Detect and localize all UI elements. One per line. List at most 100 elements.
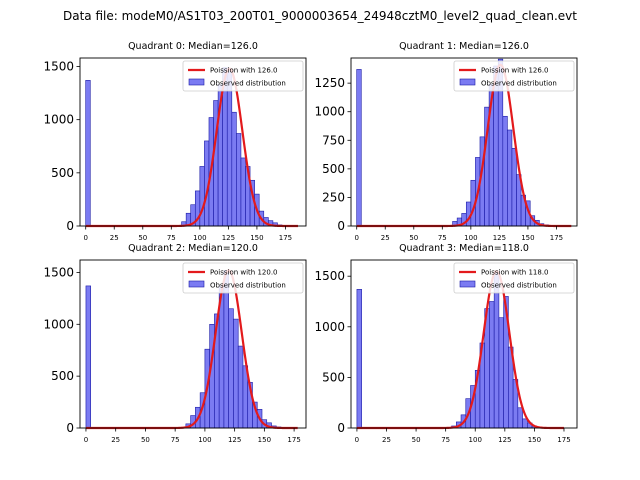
legend-swatch-observed <box>459 280 476 288</box>
subplot-quadrant-3: 0 25 50 75 100 125 150 175 0 500 1000 1500 Quadrant … <box>314 243 578 444</box>
x-tick-label: 175 <box>287 436 300 444</box>
legend-label-poisson: Poission with 120.0 <box>210 269 278 277</box>
x-tick-label: 125 <box>493 234 506 242</box>
x-tick-label: 175 <box>550 234 563 242</box>
histogram-bar <box>223 270 229 429</box>
x-tick-label: 150 <box>258 436 271 444</box>
histogram-bar <box>85 80 91 227</box>
y-tick-label: 500 <box>322 162 345 176</box>
histogram-bar <box>240 157 246 227</box>
histogram-bar <box>226 71 233 227</box>
x-tick-label: 175 <box>279 234 292 242</box>
figure-suptitle: Data file: modeM0/AS1T03_200T01_90000036… <box>63 9 577 23</box>
legend-box <box>453 60 575 92</box>
y-tick-label: 1500 <box>314 269 345 283</box>
histogram-bar <box>493 271 500 429</box>
subplot-title: Quadrant 3: Median=118.0 <box>399 243 529 254</box>
x-tick-label: 0 <box>355 436 359 444</box>
x-tick-label: 150 <box>528 436 541 444</box>
legend-label-observed: Observed distribution <box>481 282 557 290</box>
x-tick-label: 150 <box>250 234 263 242</box>
x-tick-label: 125 <box>222 234 235 242</box>
histogram-bar <box>237 345 244 429</box>
y-tick-label: 0 <box>337 421 345 435</box>
histogram-bar <box>511 147 517 227</box>
histogram-bar <box>233 318 239 429</box>
x-tick-label: 125 <box>498 436 511 444</box>
x-tick-label: 100 <box>469 436 482 444</box>
axes-frame <box>79 259 307 429</box>
x-tick-label: 75 <box>171 436 180 444</box>
histogram-bar <box>517 407 523 429</box>
y-tick-label: 500 <box>51 166 74 180</box>
legend-swatch-observed <box>188 78 205 86</box>
subplot-title: Quadrant 0: Median=126.0 <box>128 41 258 52</box>
axes-frame <box>79 57 307 227</box>
histogram-bar <box>356 69 362 227</box>
y-tick-label: 1000 <box>43 113 74 127</box>
legend-label-poisson: Poission with 118.0 <box>481 269 549 277</box>
histogram-bar <box>498 317 504 429</box>
x-tick-label: 100 <box>464 234 477 242</box>
axes-frame <box>350 259 578 429</box>
y-tick-label: 1500 <box>43 265 74 279</box>
y-tick-label: 750 <box>322 133 345 147</box>
x-tick-label: 50 <box>409 234 418 242</box>
histogram-bar <box>502 115 508 227</box>
x-tick-label: 25 <box>110 234 119 242</box>
y-tick-label: 500 <box>322 370 345 384</box>
histogram-bar <box>228 308 234 429</box>
legend-box <box>453 262 575 294</box>
histogram-bar <box>507 129 513 227</box>
y-tick-label: 0 <box>66 421 74 435</box>
legend-label-observed: Observed distribution <box>481 80 557 88</box>
histogram-bar <box>85 285 92 429</box>
y-tick-label: 1000 <box>43 317 74 331</box>
y-tick-label: 0 <box>66 219 74 233</box>
histogram-bar <box>356 289 362 429</box>
x-tick-label: 0 <box>84 436 88 444</box>
y-tick-label: 250 <box>322 190 345 204</box>
legend-label-poisson: Poission with 126.0 <box>481 67 549 75</box>
histogram-bar <box>489 301 495 429</box>
histogram-bar <box>236 133 242 227</box>
x-tick-label: 125 <box>228 436 241 444</box>
y-tick-label: 1000 <box>314 105 345 119</box>
subplot-quadrant-2: 0 25 50 75 100 125 150 175 0 500 1000 1500 Quadrant … <box>43 243 307 444</box>
axes-frame <box>350 57 578 227</box>
x-tick-label: 100 <box>193 234 206 242</box>
x-tick-label: 0 <box>354 234 358 242</box>
x-tick-label: 25 <box>381 234 390 242</box>
x-tick-label: 150 <box>521 234 534 242</box>
y-tick-label: 1000 <box>314 320 345 334</box>
x-tick-label: 25 <box>382 436 391 444</box>
x-tick-label: 0 <box>83 234 87 242</box>
x-tick-label: 75 <box>441 436 450 444</box>
subplot-grid: 0 25 50 75 100 125 150 175050010001500Quadrant … <box>43 41 578 444</box>
histogram-bar <box>522 418 528 429</box>
legend-swatch-observed <box>459 78 476 86</box>
y-tick-label: 1500 <box>43 60 74 74</box>
subplot-quadrant-1: 0 25 50 75 100 125 150 175 0 250 500 750 1000 1250 Qua… <box>314 41 578 242</box>
legend-swatch-observed <box>188 280 205 288</box>
legend-label-observed: Observed distribution <box>210 282 286 290</box>
x-tick-label: 100 <box>198 436 211 444</box>
y-tick-label: 500 <box>51 369 74 383</box>
subplot-quadrant-0: 0 25 50 75 100 125 150 175 0 500 1000 1500 Quadrant … <box>43 41 307 242</box>
x-tick-label: 50 <box>412 436 421 444</box>
x-tick-label: 50 <box>138 234 147 242</box>
histogram-bar <box>199 166 205 227</box>
x-tick-label: 75 <box>167 234 176 242</box>
legend-box <box>182 262 304 294</box>
x-tick-label: 175 <box>557 436 570 444</box>
legend-label-observed: Observed distribution <box>210 80 286 88</box>
histogram-bar <box>231 111 237 227</box>
subplot-title: Quadrant 2: Median=120.0 <box>128 243 258 254</box>
x-tick-label: 75 <box>438 234 447 242</box>
y-tick-label: 1250 <box>314 76 345 90</box>
x-tick-label: 25 <box>111 436 120 444</box>
legend-box <box>182 60 304 92</box>
x-tick-label: 50 <box>141 436 150 444</box>
y-tick-label: 0 <box>337 219 345 233</box>
